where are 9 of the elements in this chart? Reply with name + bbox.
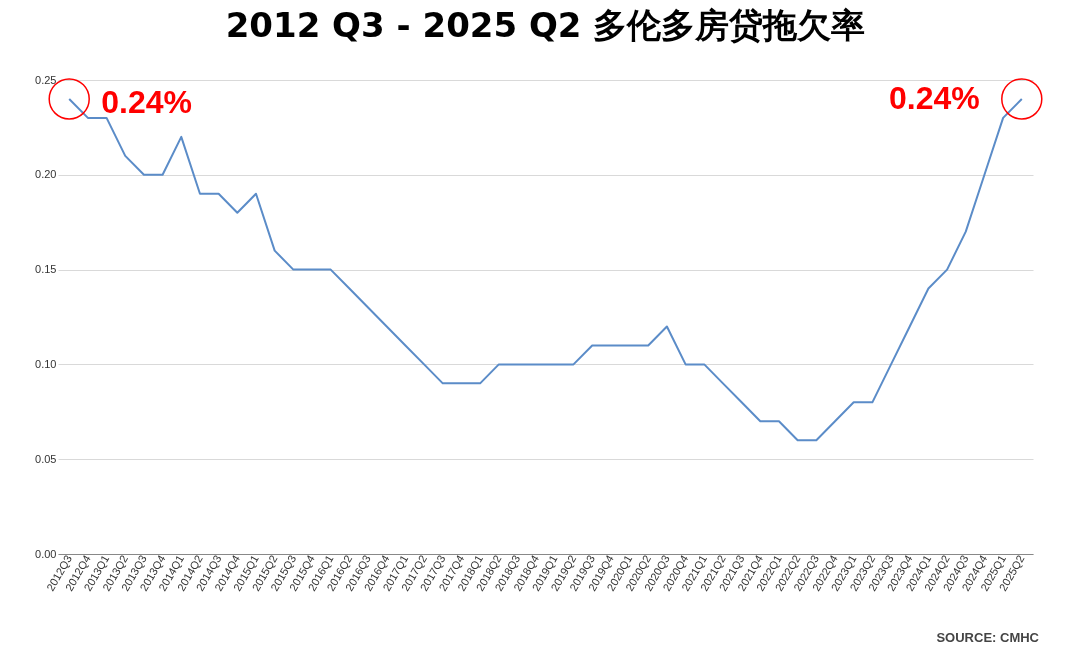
source-note: SOURCE: CMHC [936, 630, 1039, 645]
y-tick-label: 0.25 [35, 73, 57, 86]
annotation: 0.24% [889, 79, 980, 116]
chart-title: 2012 Q3 - 2025 Q2 多伦多房贷拖欠率 [225, 5, 866, 45]
annotation: 0.24% [101, 83, 192, 120]
y-tick-label: 0.10 [35, 357, 57, 370]
y-tick-label: 0.15 [35, 263, 57, 276]
y-tick-label: 0.20 [35, 168, 57, 181]
y-tick-label: 0.05 [35, 452, 57, 465]
